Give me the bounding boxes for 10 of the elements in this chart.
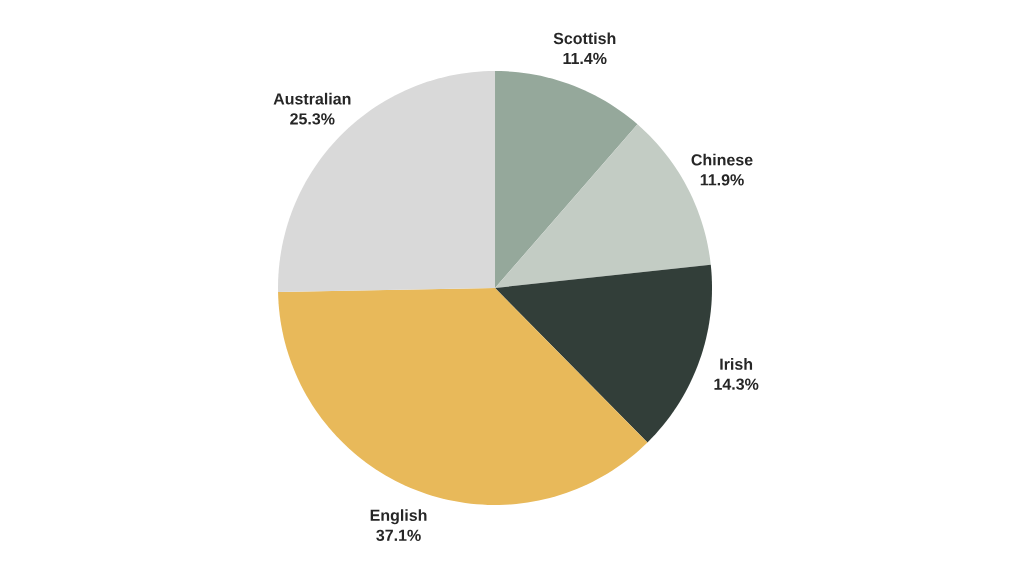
data-label: 11.4% — [563, 52, 607, 65]
slice-label: English — [370, 509, 427, 525]
slice-label: Scottish — [553, 32, 616, 45]
data-label: 11.9% — [700, 174, 744, 186]
slice-label: Chinese — [691, 153, 753, 166]
slice-label: Irish — [720, 358, 753, 370]
slice-label: Australian — [273, 92, 351, 105]
data-label: 25.3% — [290, 113, 335, 125]
data-label: 37.1% — [376, 529, 421, 541]
data-label: 14.3% — [714, 378, 759, 390]
